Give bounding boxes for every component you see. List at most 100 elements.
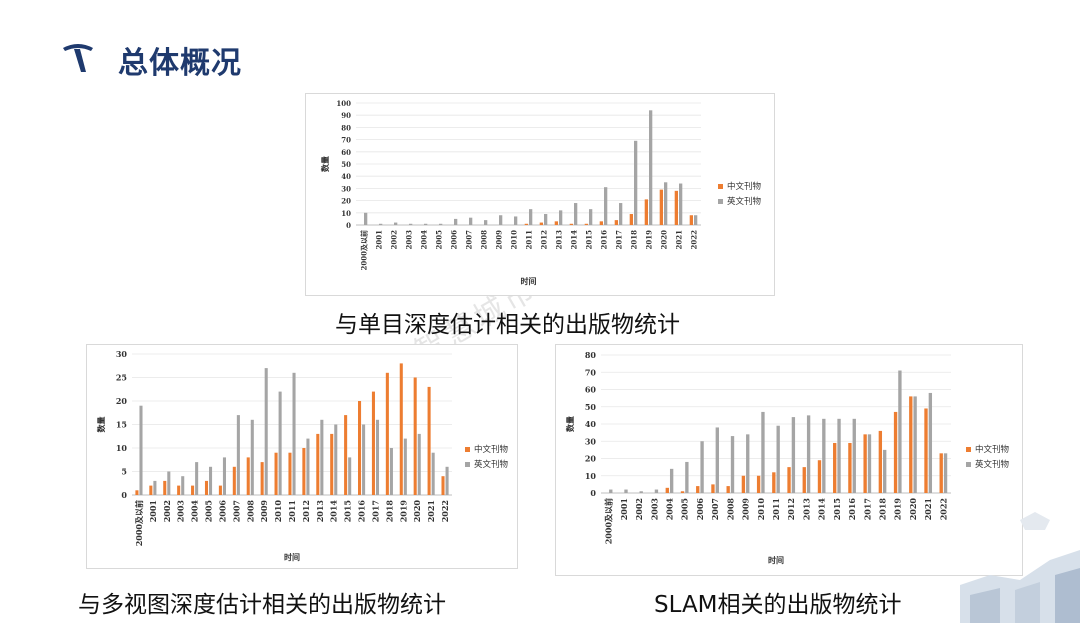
bar-english	[852, 418, 856, 493]
x-tick-label: 2022	[690, 230, 699, 250]
x-tick-label: 2011	[771, 498, 781, 520]
y-tick-label: 40	[585, 419, 597, 429]
bar-chinese	[924, 408, 928, 493]
y-tick-label: 70	[585, 367, 597, 377]
legend-label: 中文刊物	[727, 181, 762, 192]
legend-label: 中文刊物	[975, 444, 1010, 455]
bar-chinese	[802, 467, 806, 493]
page-title: 总体概况	[118, 46, 242, 81]
bar-chinese	[833, 442, 837, 493]
bar-english	[250, 419, 254, 495]
bar-english	[379, 223, 383, 225]
x-tick-label: 2020	[412, 500, 422, 523]
bar-english	[822, 418, 826, 493]
x-tick-label: 2005	[204, 500, 214, 522]
y-tick-label: 30	[341, 184, 351, 193]
bar-english	[264, 368, 268, 495]
y-tick-label: 50	[341, 160, 351, 169]
bar-english	[761, 411, 765, 493]
bar-english	[439, 223, 443, 225]
y-tick-label: 20	[585, 454, 597, 464]
bar-english	[624, 489, 628, 493]
slam-chart-svg: 0 10 20 30 40 50 60 70 80 2000及以前 2001 2002 2003 2004…	[565, 350, 1010, 565]
bar-chinese	[756, 475, 761, 493]
y-tick-label: 15	[116, 420, 127, 430]
y-tick-label: 20	[116, 396, 128, 406]
y-axis-title: 数量	[565, 416, 575, 432]
monocular-chart-svg: 0 10 20 30 40 50 60 70 80 90 100 2000及以前 2001 2002 200…	[320, 99, 762, 286]
bar-english	[898, 370, 902, 493]
x-tick-label: 2011	[525, 230, 534, 250]
bar-english	[306, 438, 310, 495]
x-tick-label: 2014	[570, 230, 579, 250]
x-tick-label: 2005	[435, 230, 444, 250]
bar-english	[469, 217, 473, 225]
multiview-chart: 0 5 10 15 20 25 30 2000及以前 2001 2002 2003 2004 2005 2…	[86, 344, 518, 569]
building-decoration	[960, 512, 1080, 623]
bar-english	[589, 209, 593, 225]
bar-english	[700, 441, 704, 493]
bar-chinese	[696, 486, 700, 493]
bar-chinese	[288, 452, 292, 495]
bar-english	[609, 489, 613, 493]
legend-swatch	[718, 199, 723, 204]
bar-english	[715, 427, 719, 493]
legend-swatch	[465, 447, 470, 452]
legend-label: 英文刊物	[975, 459, 1010, 470]
legend-label: 英文刊物	[474, 459, 509, 470]
x-tick-label: 2014	[329, 500, 339, 523]
bar-english	[209, 466, 213, 495]
bar-chinese	[399, 363, 403, 495]
legend-label: 英文刊物	[727, 196, 762, 207]
bar-english	[445, 466, 449, 495]
bar-chinese	[599, 221, 603, 225]
bar-chinese	[274, 452, 278, 495]
x-tick-label: 2021	[426, 500, 436, 522]
x-tick-label: 2015	[832, 498, 842, 520]
x-tick-label: 2016	[847, 498, 857, 521]
legend-swatch	[966, 462, 971, 467]
bar-english	[362, 424, 366, 495]
bar-chinese	[302, 448, 306, 495]
x-tick-label: 2015	[343, 500, 353, 522]
legend-swatch	[966, 447, 971, 452]
x-tick-label: 2004	[420, 230, 429, 250]
x-tick-label: 2021	[923, 498, 933, 520]
bar-chinese	[344, 415, 348, 495]
bar-english	[664, 182, 668, 225]
x-tick-label: 2012	[786, 498, 796, 520]
bar-english	[619, 203, 623, 225]
y-tick-label: 0	[121, 490, 127, 500]
bar-english	[195, 462, 199, 495]
x-tick-label: 2011	[287, 500, 297, 522]
x-tick-label: 2001	[619, 498, 629, 520]
bar-chinese	[316, 433, 320, 495]
x-tick-label: 2019	[398, 500, 408, 523]
x-tick-label: 2010	[510, 230, 519, 250]
bar-english	[394, 222, 398, 225]
bar-english	[403, 438, 407, 495]
x-tick-label: 2002	[390, 230, 399, 250]
y-tick-label: 30	[585, 436, 597, 446]
bar-chinese	[177, 485, 181, 495]
y-tick-label: 10	[341, 209, 351, 218]
x-tick-label: 2003	[649, 498, 659, 521]
y-tick-label: 5	[121, 467, 127, 477]
bar-english	[791, 417, 796, 493]
x-tick-label: 2008	[725, 498, 735, 521]
bar-chinese	[218, 485, 222, 495]
bar-english	[181, 476, 185, 495]
bar-english	[913, 396, 917, 493]
bar-chinese	[893, 411, 898, 493]
x-tick-label: 2017	[370, 500, 380, 522]
x-tick-label: 2020	[660, 230, 669, 250]
bar-english	[639, 491, 643, 493]
x-tick-label: 2018	[384, 500, 394, 523]
bar-english	[484, 220, 488, 225]
bar-chinese	[878, 430, 883, 493]
bar-chinese	[674, 190, 678, 225]
x-tick-label: 2022	[440, 500, 450, 522]
bar-english	[431, 452, 435, 495]
bar-english	[334, 424, 338, 495]
